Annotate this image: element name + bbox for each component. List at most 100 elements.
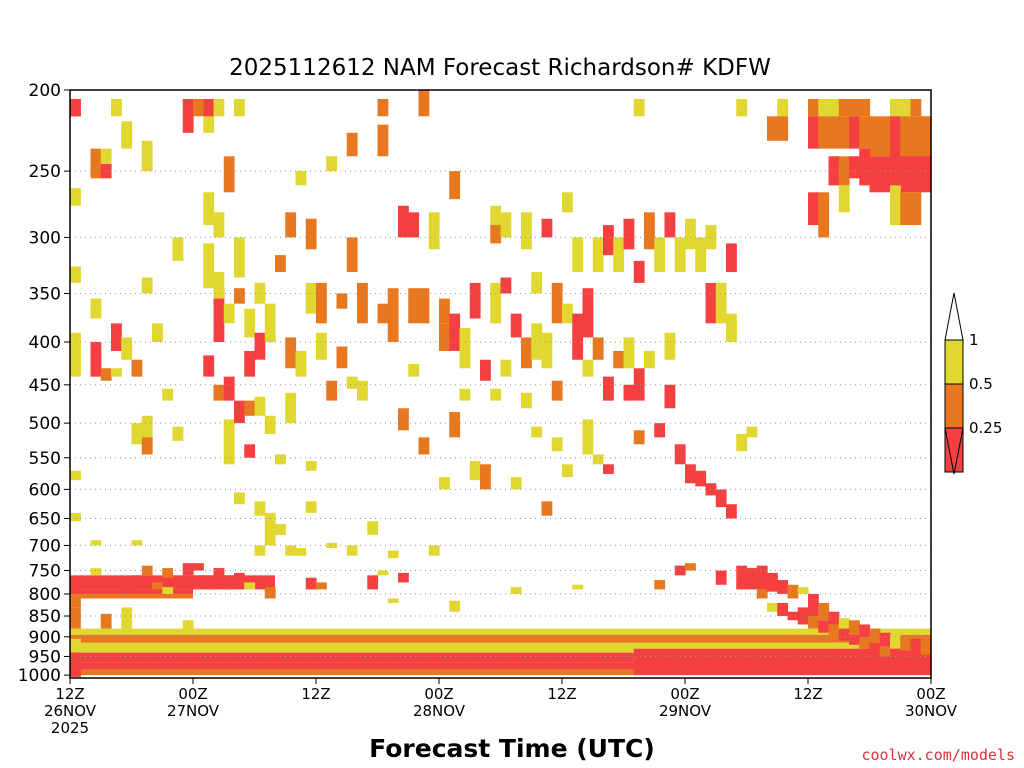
x-tick-label: 00Z	[424, 685, 453, 703]
heat-cell	[715, 570, 727, 585]
heat-cell	[193, 563, 204, 571]
heat-cell	[869, 628, 881, 643]
heat-cell	[715, 489, 727, 508]
heat-cell	[439, 477, 450, 490]
gridlines	[70, 170, 931, 657]
heat-cell	[510, 587, 522, 594]
heat-cell	[644, 350, 655, 369]
y-axis: 200 250 300 350 400 450 500 550 600 650 700 750 8008…	[18, 81, 70, 686]
heat-cell	[808, 593, 819, 617]
band-cell	[70, 662, 931, 670]
heat-cell	[141, 140, 153, 172]
heat-cell	[910, 192, 922, 226]
heat-cell	[859, 116, 871, 149]
heat-cell	[521, 212, 532, 250]
heat-cell	[910, 116, 922, 164]
heat-cell	[582, 359, 594, 377]
heat-cell	[428, 212, 440, 250]
colorbar-label: 0.5	[969, 375, 993, 393]
heat-cell	[572, 237, 584, 273]
heat-cell	[357, 380, 368, 401]
heat-cell	[459, 388, 471, 401]
heat-cell	[603, 225, 614, 256]
heat-cell	[193, 98, 204, 117]
colorbar-top-arrow	[944, 292, 964, 341]
plot-frame	[69, 89, 932, 679]
y-tick-label: 550	[29, 449, 61, 469]
plot-area	[70, 90, 932, 677]
heat-cell	[808, 116, 819, 149]
heat-cell	[879, 632, 891, 647]
heat-cell	[254, 282, 266, 304]
heat-cell	[264, 415, 276, 434]
heat-cell	[111, 98, 122, 117]
heat-cell	[715, 282, 727, 324]
heat-cell	[541, 218, 553, 238]
heat-cell	[633, 260, 645, 283]
heat-cell	[910, 156, 922, 193]
heat-cell	[531, 272, 543, 294]
heat-cell	[551, 380, 563, 401]
heat-cell	[480, 464, 491, 490]
heat-cell	[869, 156, 881, 193]
heat-cell	[900, 636, 912, 651]
heat-cell	[439, 323, 450, 351]
heat-cell	[367, 575, 379, 590]
heat-cell	[141, 437, 153, 455]
heat-cell	[510, 477, 522, 490]
heat-cell	[900, 192, 912, 226]
heat-cell	[336, 346, 348, 369]
heat-cell	[490, 388, 502, 401]
heat-cell	[869, 116, 881, 157]
y-tick-label: 650	[29, 509, 61, 529]
heat-cell	[849, 620, 860, 635]
heat-cell	[859, 148, 871, 186]
y-tick-label: 450	[29, 376, 61, 396]
heat-cell	[162, 568, 174, 578]
heat-cell	[90, 540, 102, 546]
heat-cell	[623, 384, 635, 401]
heat-cell	[234, 288, 245, 304]
heat-cell	[654, 580, 666, 590]
heat-cell	[264, 512, 276, 546]
y-tick-label: 500	[29, 414, 61, 434]
heat-cell	[890, 98, 901, 117]
heat-cell	[562, 192, 573, 213]
heat-cell	[326, 380, 338, 401]
heat-cell	[234, 572, 245, 588]
heat-cell	[592, 454, 604, 465]
heat-cell	[172, 237, 184, 261]
heat-cell	[705, 282, 717, 324]
heat-cell	[551, 282, 563, 324]
heat-cell	[346, 545, 358, 556]
heat-cell	[152, 323, 163, 342]
heat-cell	[726, 504, 737, 519]
heat-cell	[100, 368, 112, 381]
heat-cell	[838, 185, 850, 213]
heat-cell	[664, 212, 676, 238]
band-cell	[70, 628, 931, 635]
x-tick-label: 29NOV	[659, 702, 712, 720]
heat-cell	[234, 237, 245, 278]
heat-cell	[674, 444, 686, 465]
heat-cell	[203, 243, 215, 289]
heat-cell	[787, 584, 799, 599]
heat-cell	[285, 392, 297, 424]
heat-cell	[920, 656, 932, 668]
heat-cell	[828, 611, 840, 625]
heat-cell	[162, 587, 174, 594]
heat-cell	[377, 124, 389, 157]
heat-cell	[193, 575, 204, 585]
heat-cell	[490, 205, 502, 232]
heat-cell	[582, 288, 594, 338]
heat-cell	[264, 303, 276, 342]
heat-cell	[234, 98, 245, 117]
heat-cell	[162, 388, 174, 401]
heat-cell	[920, 156, 932, 193]
heat-cell	[141, 277, 153, 294]
heat-cell	[387, 598, 399, 603]
band-cell	[70, 652, 634, 663]
heat-cell	[70, 266, 81, 283]
heat-cell	[408, 288, 420, 324]
heat-cell	[736, 565, 748, 590]
